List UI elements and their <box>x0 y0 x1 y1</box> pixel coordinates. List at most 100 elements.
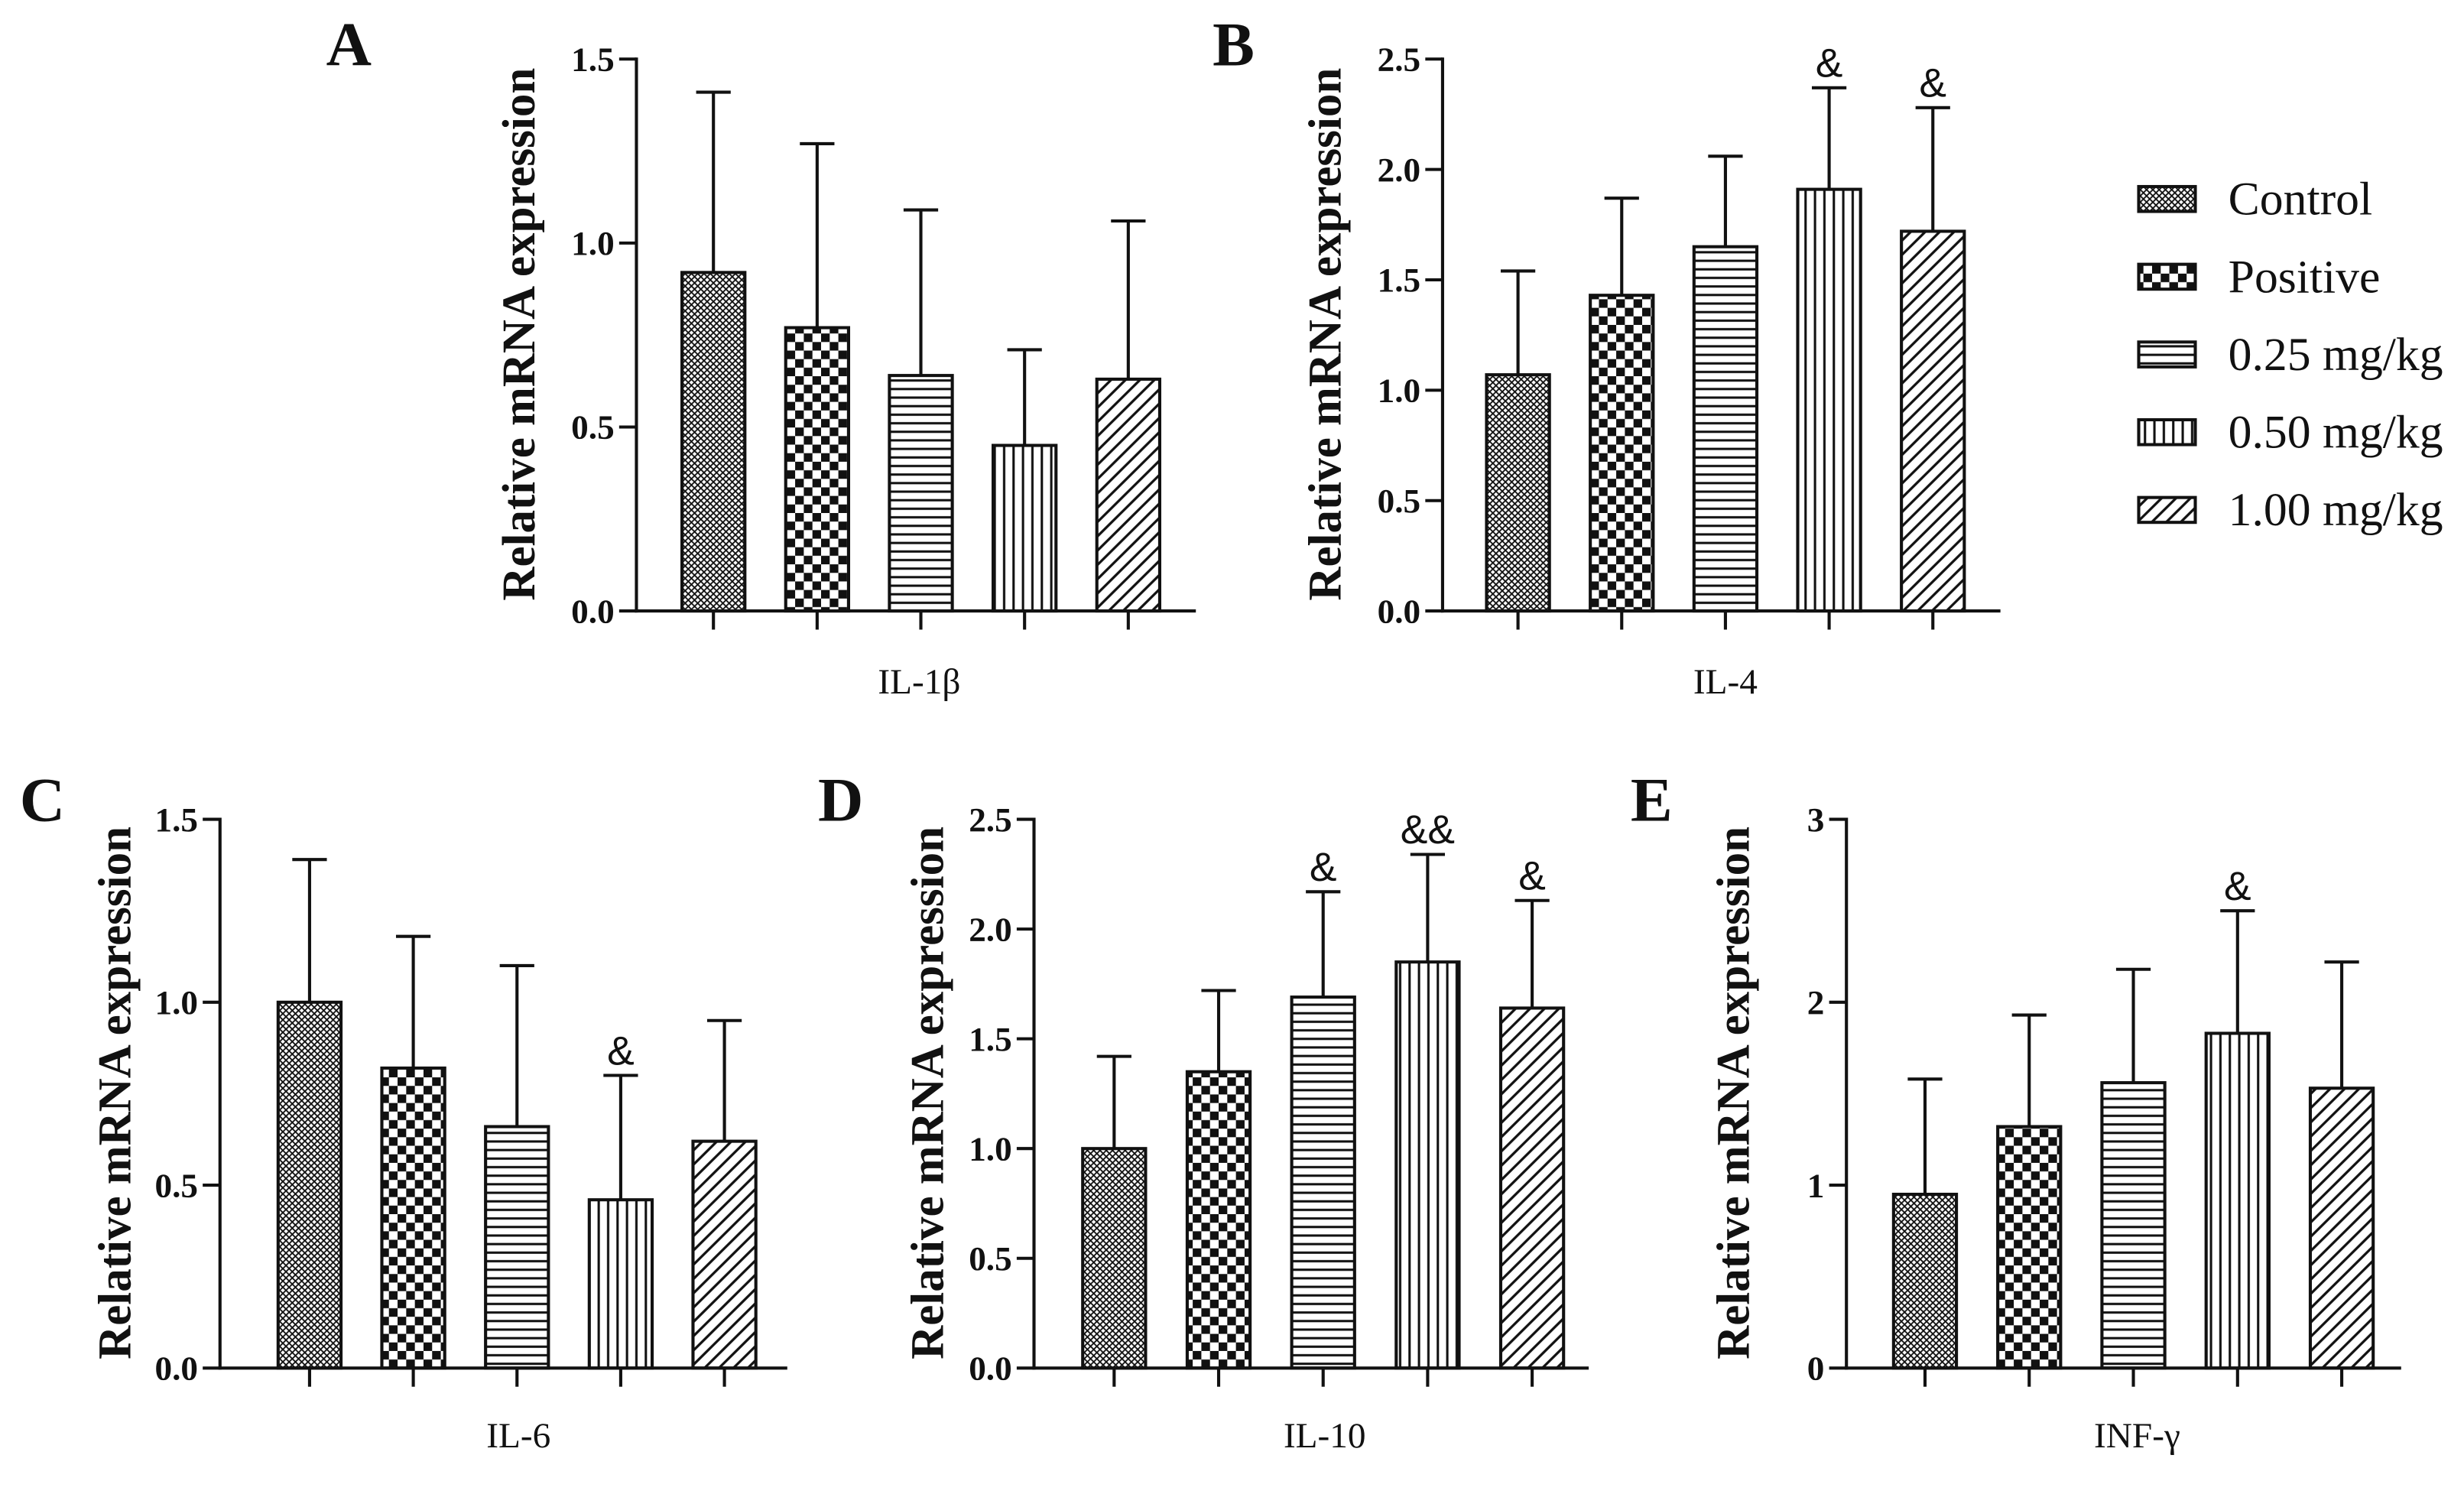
error-bar <box>1201 989 1236 1072</box>
error-bar <box>1007 348 1042 446</box>
error-bar <box>1811 86 1847 190</box>
legend-swatch-control <box>2137 184 2197 213</box>
legend-item: 0.50 mg/kg <box>2137 407 2443 459</box>
bar-control <box>276 1000 343 1370</box>
y-tick-label: 0.5 <box>1378 482 1421 520</box>
x-axis-label: INF-γ <box>2094 1416 2180 1456</box>
bar-1-00-mg-kg <box>691 1139 758 1370</box>
error-bar <box>1907 1077 1943 1195</box>
legend: Control Positive 0.25 mg/kg 0.50 mg/kg 1.00 … <box>2137 174 2443 537</box>
bar-0-50-mg-kg <box>1394 960 1461 1370</box>
y-tick-label: 2.0 <box>969 911 1012 949</box>
legend-swatch-positive <box>2137 262 2197 291</box>
legend-label: 1.00 mg/kg <box>2229 485 2443 537</box>
y-tick-label: 1.0 <box>969 1130 1012 1168</box>
bar-1-00-mg-kg <box>1900 229 1966 613</box>
error-bar <box>2011 1013 2047 1127</box>
y-tick-label: 2.5 <box>1378 41 1421 79</box>
y-tick-label: 2.5 <box>969 801 1012 839</box>
error-bar <box>1915 106 1950 232</box>
panel-label: A <box>326 10 372 80</box>
significance-marker: && <box>1401 808 1455 853</box>
error-bar <box>1514 898 1550 1008</box>
bar-positive <box>1589 294 1655 613</box>
panel-label: B <box>1213 10 1255 80</box>
panel-b: B Relative mRNA expression IL-4 & & 0.0 0.5 1.0… <box>1213 10 2001 702</box>
significance-marker: & <box>1919 61 1946 106</box>
bar-control <box>1891 1192 1959 1370</box>
error-bar <box>1604 196 1639 296</box>
y-tick-label: 1.5 <box>571 41 615 79</box>
y-axis-label: Relative mRNA expression <box>493 68 545 601</box>
bar-0-25-mg-kg <box>1692 245 1759 613</box>
panel-c: C Relative mRNA expression IL-6 & 0.0 0.5 1.0 1… <box>20 765 787 1456</box>
y-tick-label: 2.0 <box>1378 151 1421 189</box>
bar-0-25-mg-kg <box>484 1125 550 1370</box>
bar-control <box>1081 1147 1148 1370</box>
panel-e: E Relative mRNA expression INF-γ & 0 1 2 3 <box>1631 765 2401 1456</box>
bar-1-00-mg-kg <box>2308 1086 2375 1370</box>
bar-positive <box>380 1066 446 1370</box>
bar-0-50-mg-kg <box>2204 1031 2271 1370</box>
x-axis-label: IL-6 <box>486 1416 550 1456</box>
y-tick-label: 2 <box>1807 983 1825 1021</box>
y-tick-label: 1.5 <box>1378 261 1421 299</box>
legend-label: 0.25 mg/kg <box>2229 329 2443 381</box>
significance-marker: & <box>1518 854 1546 899</box>
error-bar <box>292 858 327 1002</box>
y-axis-label: Relative mRNA expression <box>1707 827 1759 1359</box>
legend-item: 0.25 mg/kg <box>2137 329 2443 381</box>
error-bar <box>603 1073 638 1200</box>
x-axis-label: IL-10 <box>1284 1416 1366 1456</box>
y-tick-label: 3 <box>1807 801 1825 839</box>
y-tick-label: 0.5 <box>571 408 615 447</box>
x-axis-label: IL-4 <box>1693 662 1758 702</box>
y-tick-label: 0.0 <box>571 593 615 631</box>
significance-marker: & <box>1310 845 1337 890</box>
bar-control <box>1485 373 1551 613</box>
y-tick-label: 1.0 <box>154 983 198 1021</box>
error-bar <box>2324 960 2359 1089</box>
bar-positive <box>784 326 851 613</box>
error-bar <box>1306 890 1341 998</box>
error-bar <box>1410 853 1446 963</box>
bar-0-50-mg-kg <box>992 443 1058 613</box>
legend-label: Control <box>2229 174 2372 226</box>
error-bar <box>395 934 431 1068</box>
y-tick-label: 0.5 <box>969 1239 1012 1278</box>
y-tick-label: 0.0 <box>1378 593 1421 631</box>
y-tick-label: 0.0 <box>969 1349 1012 1388</box>
bar-0-50-mg-kg <box>587 1198 654 1370</box>
error-bar <box>2115 967 2151 1083</box>
legend-label: Positive <box>2229 252 2381 304</box>
y-tick-label: 0.5 <box>154 1167 198 1205</box>
y-tick-label: 1.5 <box>969 1020 1012 1058</box>
y-tick-label: 1.5 <box>154 801 198 839</box>
legend-swatch-0-25-mg-kg <box>2137 340 2197 369</box>
error-bar <box>1500 269 1536 375</box>
x-axis-label: IL-1β <box>878 662 960 702</box>
y-axis-label: Relative mRNA expression <box>1299 68 1351 601</box>
error-bar <box>800 141 835 328</box>
error-bar <box>696 90 731 273</box>
significance-marker: & <box>2224 864 2251 909</box>
legend-swatch-0-50-mg-kg <box>2137 417 2197 447</box>
panel-label: C <box>20 765 65 835</box>
error-bar <box>706 1018 742 1142</box>
bar-positive <box>1185 1070 1252 1370</box>
y-tick-label: 1.0 <box>1378 372 1421 410</box>
error-bar <box>1708 154 1743 247</box>
y-axis-label: Relative mRNA expression <box>901 827 953 1359</box>
bar-1-00-mg-kg <box>1095 377 1162 613</box>
bar-0-25-mg-kg <box>2100 1081 2167 1370</box>
y-tick-label: 1.0 <box>571 224 615 262</box>
panel-label: E <box>1631 765 1673 835</box>
bar-1-00-mg-kg <box>1498 1006 1566 1370</box>
bar-0-25-mg-kg <box>1290 995 1356 1370</box>
legend-item: Control <box>2137 174 2372 226</box>
bar-positive <box>1996 1125 2063 1370</box>
legend-item: Positive <box>2137 252 2381 304</box>
error-bar <box>2220 909 2255 1034</box>
